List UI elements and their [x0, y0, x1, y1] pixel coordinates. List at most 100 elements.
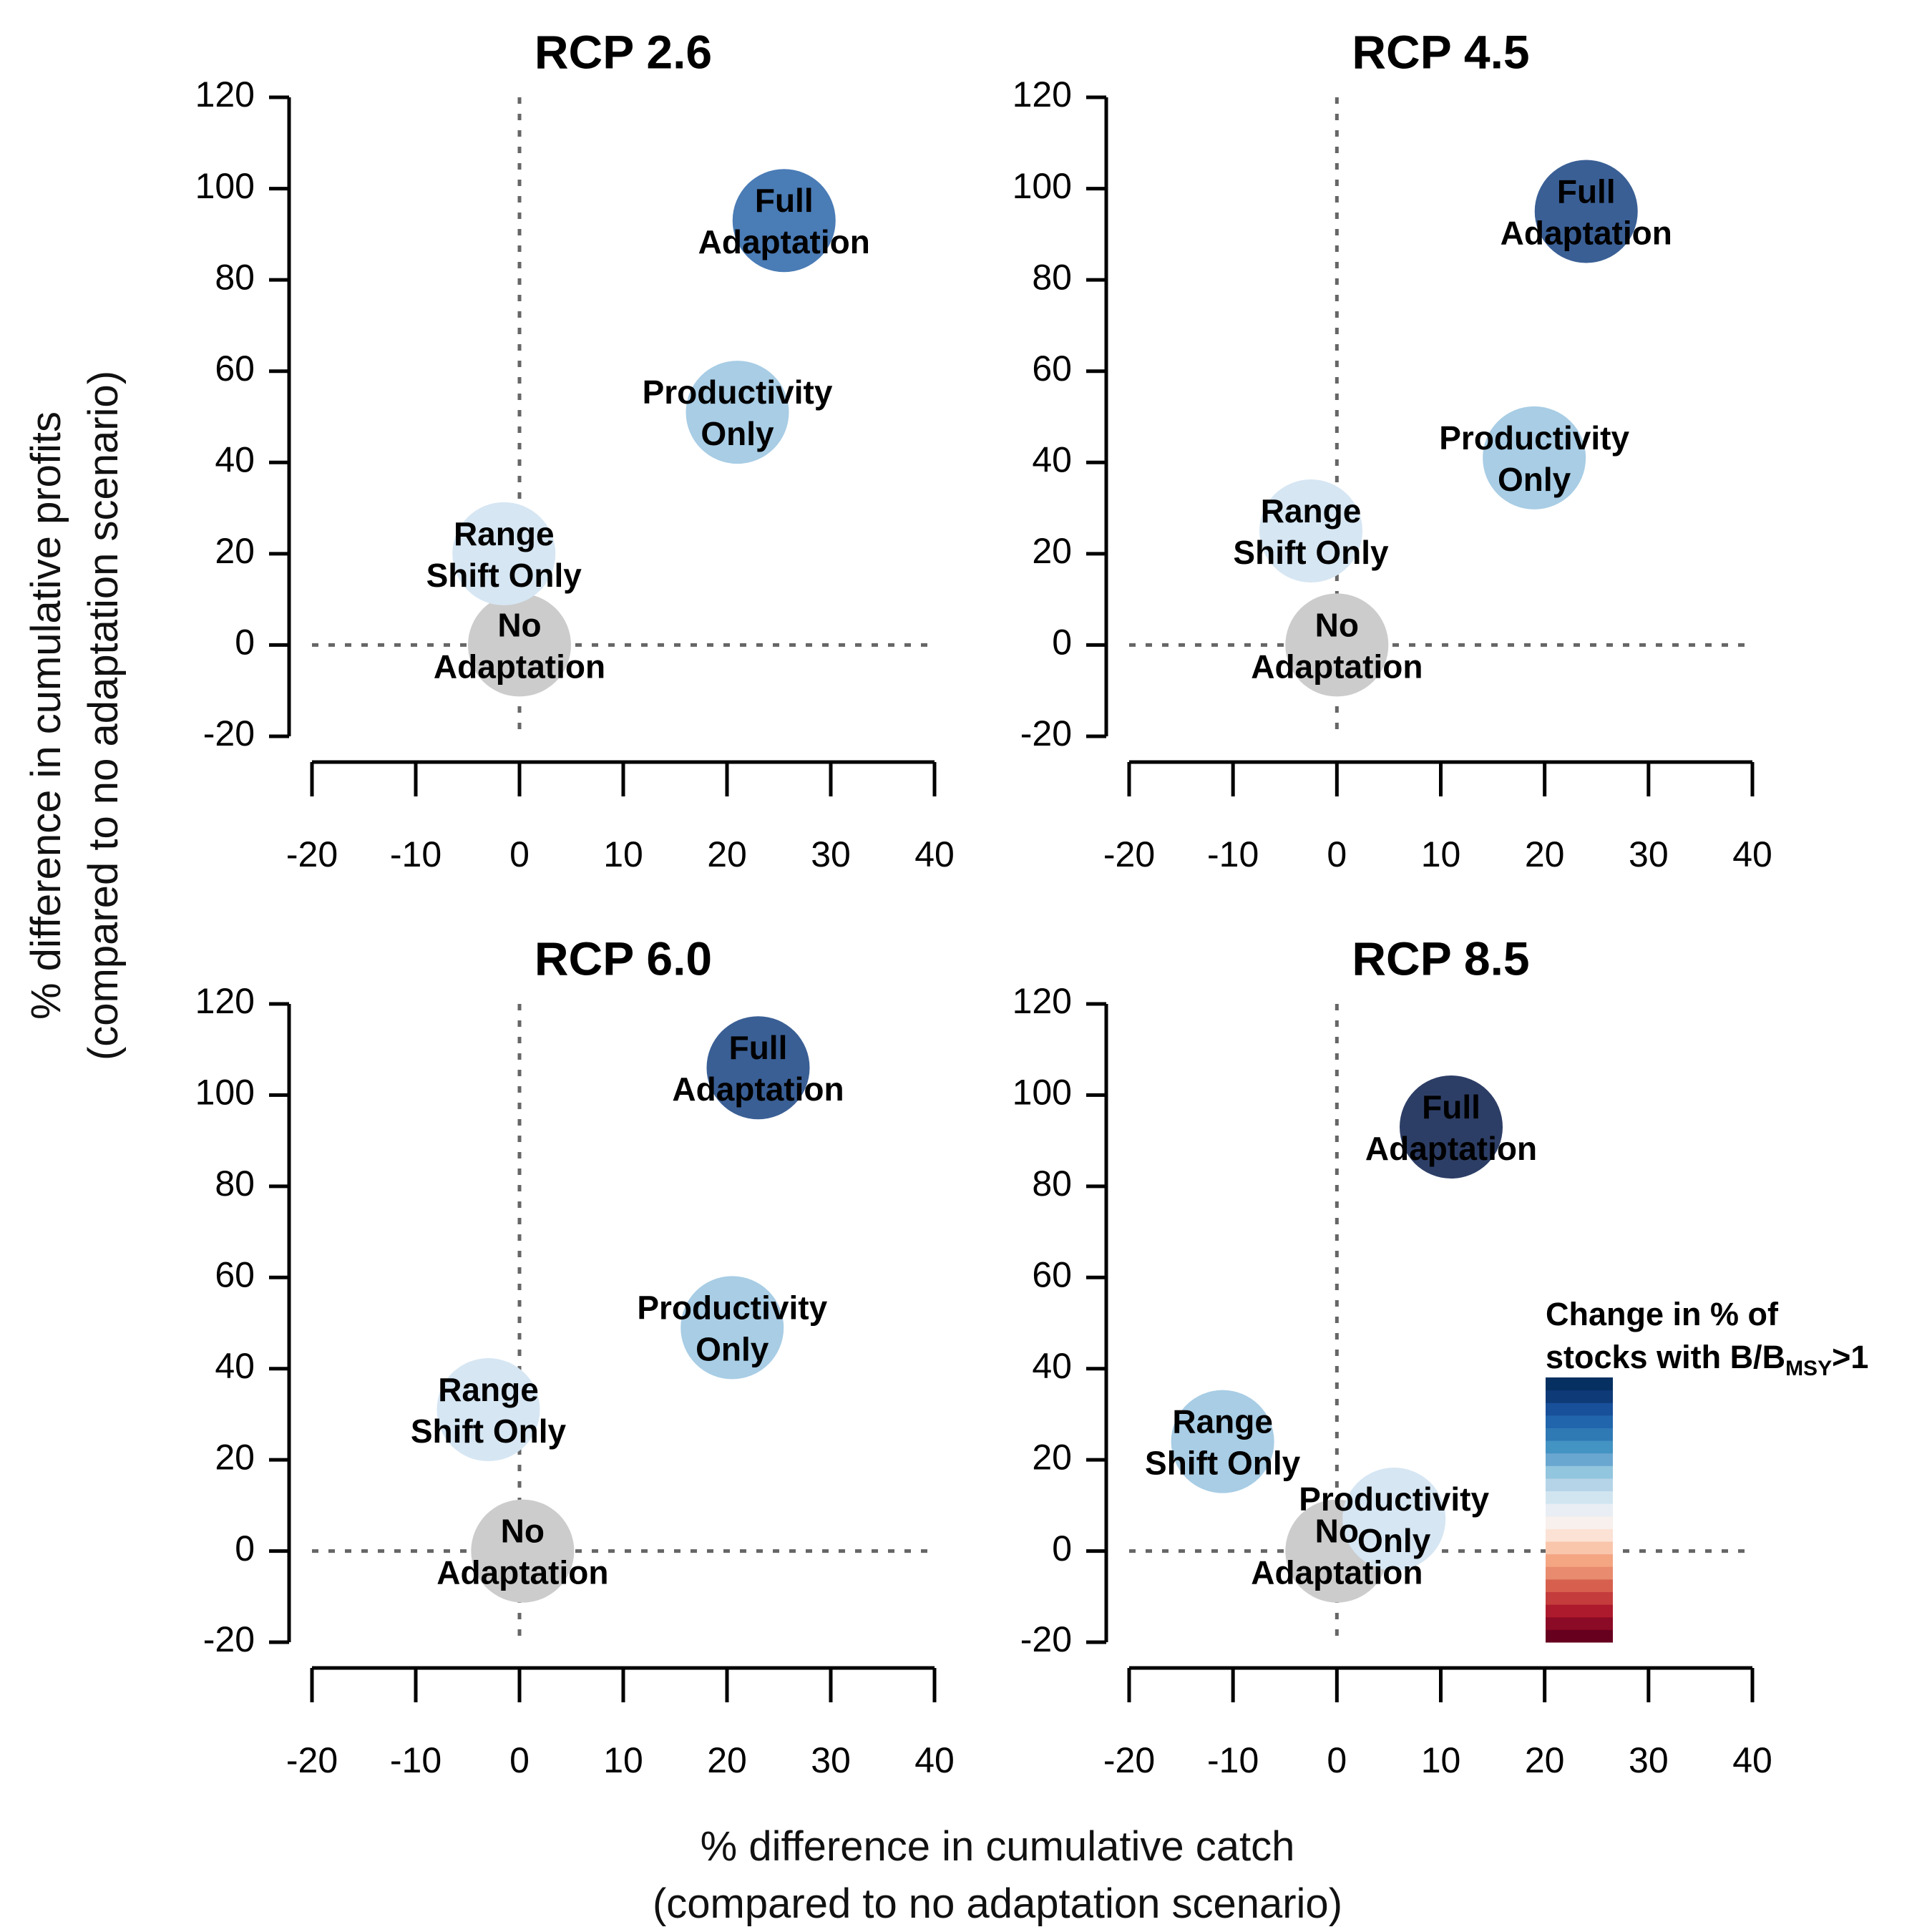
- legend-swatch: [1546, 1402, 1613, 1416]
- bubble-label: Productivity Only: [637, 1289, 827, 1367]
- bubble-label-line: Adaptation: [1365, 1130, 1537, 1167]
- legend-swatch: [1546, 1528, 1613, 1542]
- bubble-label: No Adaptation: [434, 606, 605, 685]
- y-tick-label: 100: [195, 1073, 255, 1113]
- bubble-label-line: No: [1315, 1513, 1359, 1550]
- y-tick-label: 80: [1032, 257, 1072, 297]
- y-tick-label: 0: [235, 1528, 255, 1568]
- bubble-label-line: Adaptation: [436, 1554, 608, 1591]
- x-tick-label: 0: [509, 1740, 530, 1780]
- x-tick-label: 20: [1525, 834, 1565, 874]
- bubble-label-line: Adaptation: [1251, 1554, 1423, 1591]
- bubble-label-line: Range: [1261, 492, 1362, 530]
- x-tick-label: 0: [509, 834, 530, 874]
- bubble-label-line: Productivity: [643, 374, 833, 411]
- legend-swatch: [1546, 1604, 1613, 1618]
- bubble-marker: [1483, 406, 1586, 509]
- bubble-label: No Adaptation: [1251, 606, 1423, 685]
- legend-swatch: [1546, 1591, 1613, 1605]
- legend-swatch: [1546, 1491, 1613, 1504]
- bubble-label: Range Shift Only: [1145, 1403, 1301, 1482]
- x-axis-title: % difference in cumulative catch (compare…: [653, 1823, 1342, 1927]
- y-tick-label: 60: [215, 1254, 255, 1294]
- bubble-label-line: Productivity: [1299, 1480, 1489, 1518]
- legend-swatch: [1546, 1541, 1613, 1555]
- y-tick-label: 20: [215, 1437, 255, 1477]
- x-tick-label: 40: [914, 834, 955, 874]
- x-tick-label: 10: [603, 1740, 643, 1780]
- y-tick-label: 0: [1052, 623, 1072, 663]
- y-axis-title-line: % difference in cumulative profits: [23, 411, 69, 1020]
- x-tick-label: 30: [1629, 834, 1669, 874]
- bubble-marker: [1342, 1467, 1446, 1571]
- y-axis-title-line: (compared to no adaptation scenario): [80, 371, 127, 1060]
- bubble-label: Productivity Only: [1439, 419, 1629, 498]
- panel-title: RCP 4.5: [1352, 25, 1529, 78]
- x-tick-label: 30: [1629, 1740, 1669, 1780]
- legend-swatch: [1546, 1377, 1613, 1391]
- y-tick-label: 120: [195, 981, 255, 1021]
- bubble-label-line: No: [497, 606, 541, 643]
- bubble-label: No Adaptation: [436, 1513, 608, 1591]
- y-tick-label: -20: [1020, 1619, 1072, 1659]
- bubble-label-line: Full: [1422, 1088, 1480, 1126]
- x-tick-label: 20: [1525, 1740, 1565, 1780]
- bubble-marker: [1171, 1390, 1274, 1493]
- bubble-label-line: No: [501, 1513, 545, 1550]
- y-tick-label: 40: [215, 439, 255, 479]
- x-tick-label: -20: [1103, 1740, 1155, 1780]
- bubble-label-line: Shift Only: [411, 1413, 567, 1450]
- x-tick-label: -20: [286, 834, 338, 874]
- legend-swatch: [1546, 1516, 1613, 1529]
- x-tick-label: -10: [390, 834, 441, 874]
- x-tick-label: 40: [914, 1740, 955, 1780]
- y-tick-label: 40: [1032, 439, 1072, 479]
- bubble-label-line: Full: [755, 182, 814, 219]
- bubble-label: Productivity Only: [643, 374, 833, 452]
- bubble-label-line: Range: [1172, 1403, 1273, 1440]
- bubble-marker: [1259, 479, 1363, 582]
- bubble-marker: [436, 1358, 540, 1462]
- bubble-label-line: Adaptation: [1501, 214, 1672, 251]
- bubble-label-line: Full: [1557, 172, 1616, 210]
- legend-swatch: [1546, 1566, 1613, 1580]
- bubble-label-line: Only: [1357, 1522, 1431, 1559]
- legend-swatch: [1546, 1616, 1613, 1630]
- panel-rcp-2: RCP 4.5 -20 0 20 40 60 80 100 120 -20 -10 0 10 20 30 40…: [1013, 25, 1772, 874]
- bubble-label-line: Adaptation: [672, 1070, 844, 1108]
- bubble-label-line: Productivity: [1439, 419, 1629, 457]
- x-tick-label: -10: [1207, 1740, 1259, 1780]
- legend-swatch: [1546, 1629, 1613, 1643]
- bubble-marker: [1285, 593, 1389, 697]
- legend-swatch: [1546, 1390, 1613, 1403]
- x-tick-label: 40: [1732, 834, 1772, 874]
- bubble-label-line: Adaptation: [1251, 648, 1423, 685]
- panel-rcp-1: RCP 2.6 -20 0 20 40 60 80 100 120 -20 -10 0 10 20 30 40…: [195, 25, 955, 874]
- bubble-label-line: Shift Only: [1145, 1445, 1301, 1482]
- bubble-label-line: Shift Only: [1233, 534, 1389, 571]
- legend-swatch: [1546, 1503, 1613, 1517]
- y-tick-label: 120: [1013, 981, 1072, 1021]
- y-tick-label: 80: [1032, 1163, 1072, 1204]
- y-tick-label: -20: [203, 713, 255, 753]
- bubble-label-line: Adaptation: [698, 223, 870, 260]
- x-tick-label: -10: [1207, 834, 1259, 874]
- y-tick-label: -20: [203, 1619, 255, 1659]
- legend-subtitle: stocks with B/BMSY>1: [1546, 1339, 1868, 1380]
- y-axis-title: % difference in cumulative profits (compa…: [23, 371, 127, 1060]
- x-tick-label: -20: [1103, 834, 1155, 874]
- panel-rcp-3: RCP 6.0 -20 0 20 40 60 80 100 120 -20 -10 0 10 20 30 40…: [195, 932, 955, 1780]
- bubble-marker: [680, 1276, 784, 1380]
- bubble-marker: [706, 1016, 810, 1120]
- x-tick-label: 10: [1421, 834, 1461, 874]
- y-tick-label: 60: [215, 348, 255, 389]
- legend-subtitle-part: stocks with B/B: [1546, 1339, 1785, 1375]
- bubble-marker: [1534, 160, 1638, 263]
- legend-subtitle-subscript: MSY: [1785, 1357, 1832, 1380]
- y-tick-label: 100: [1013, 166, 1072, 206]
- bubble-label: Range Shift Only: [411, 1371, 567, 1450]
- panel-title: RCP 6.0: [535, 932, 712, 985]
- bubble-label-line: Productivity: [637, 1289, 827, 1326]
- y-tick-label: 20: [215, 531, 255, 571]
- panel-title: RCP 8.5: [1352, 932, 1529, 985]
